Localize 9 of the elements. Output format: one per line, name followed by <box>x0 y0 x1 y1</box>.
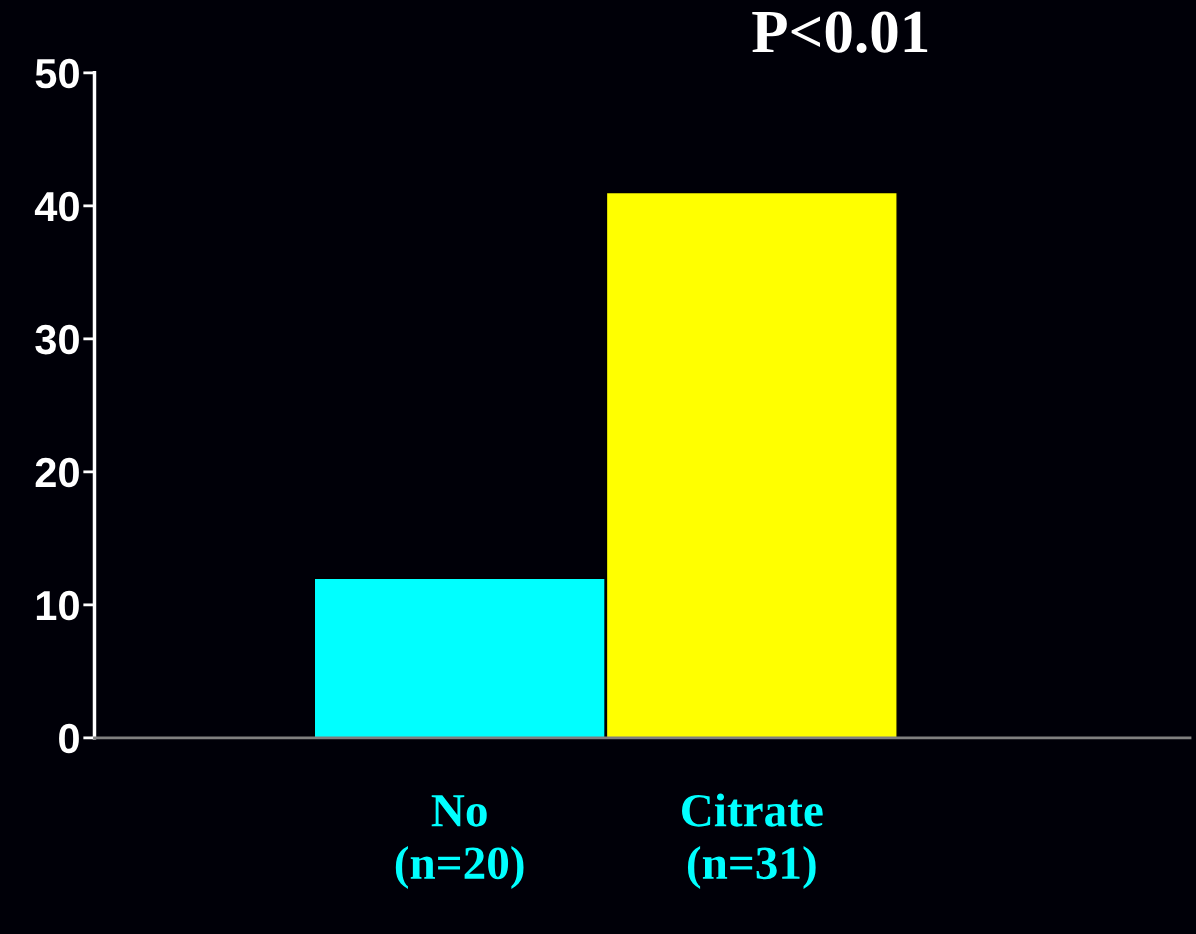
y-tick-label: 30 <box>35 324 79 355</box>
y-tick-label: 10 <box>36 590 79 621</box>
x-tick-label: No (n=20) <box>395 795 524 889</box>
text: P<0.01 <box>752 11 928 53</box>
x-tick-label: Citrate (n=31) <box>682 793 823 889</box>
y-tick-label: 40 <box>34 191 79 222</box>
y-tick-label: 20 <box>35 457 79 488</box>
y-tick-label: 50 <box>35 58 79 89</box>
y-tick-label: 0 <box>59 723 79 754</box>
